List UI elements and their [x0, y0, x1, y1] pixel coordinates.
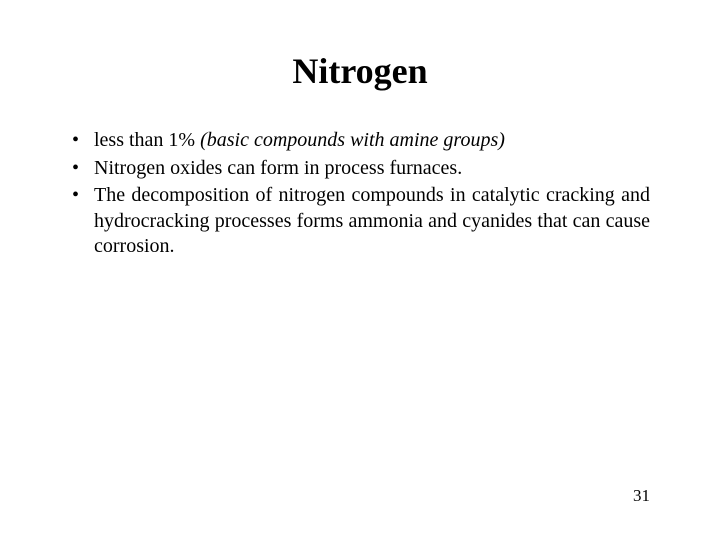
bullet-list: less than 1% (basic compounds with amine…	[70, 128, 650, 260]
slide: Nitrogen less than 1% (basic compounds w…	[0, 0, 720, 540]
list-item: less than 1% (basic compounds with amine…	[70, 128, 650, 154]
bullet-text: Nitrogen oxides can form in process furn…	[94, 157, 462, 179]
list-item: The decomposition of nitrogen compounds …	[70, 183, 650, 260]
page-number: 31	[633, 486, 650, 506]
bullet-text-prefix: less than 1%	[94, 129, 200, 151]
list-item: Nitrogen oxides can form in process furn…	[70, 156, 650, 182]
bullet-text-italic: (basic compounds with amine groups)	[200, 129, 505, 151]
bullet-text: The decomposition of nitrogen compounds …	[94, 184, 650, 257]
slide-title: Nitrogen	[70, 50, 650, 92]
